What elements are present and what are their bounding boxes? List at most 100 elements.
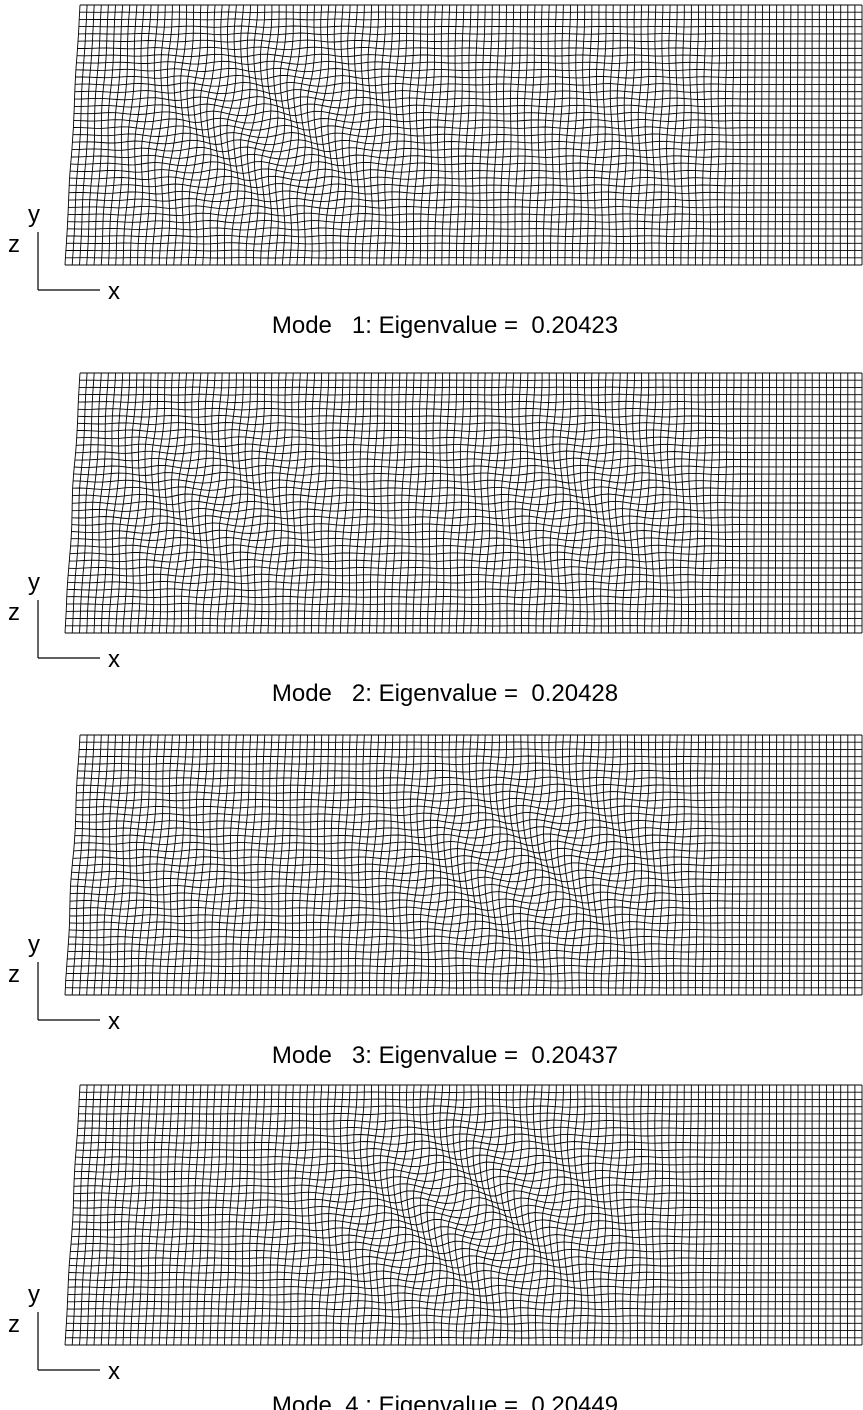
mesh-column [492,372,500,634]
mesh-column [296,734,308,996]
mesh-column [832,734,835,995]
mesh-column [527,734,537,996]
mesh-column [621,734,629,996]
mesh-column [622,372,629,634]
mesh-column [702,5,707,266]
mesh-row [67,950,862,954]
mesh-row [70,544,862,549]
mesh-column [556,1085,565,1346]
mesh-column [180,1084,195,1346]
mesh-row [67,957,862,961]
mesh-column [760,734,763,995]
mesh-column [274,5,287,266]
mesh-row [74,1161,862,1168]
mesh-column [774,734,778,995]
mesh-column [180,734,195,996]
axis-label: y [28,931,40,958]
mesh-row [78,400,862,403]
mesh-column [541,734,551,996]
mesh-column [803,1085,806,1346]
mesh-row [74,103,862,109]
mesh-column [260,734,273,996]
mesh-row [72,507,862,513]
mesh-column [680,372,685,634]
mesh-column [535,373,543,633]
mesh-column [412,4,422,266]
mesh-column [534,734,544,996]
axis-label: x [108,1008,120,1035]
mesh-column [519,735,529,996]
mesh-column [289,734,301,996]
mesh-row [74,464,862,469]
mesh-row [68,190,862,196]
mesh-column [216,372,230,634]
mesh-column [267,372,280,634]
mesh-column [563,1084,572,1345]
mesh-column [506,372,515,634]
mesh-column [158,4,173,266]
mesh-column [825,4,827,265]
mesh-column [600,1084,607,1346]
mesh-column [310,734,323,996]
mesh-column [100,1084,116,1346]
mesh-column [376,4,387,266]
mesh-column [556,372,565,634]
mesh-column [79,4,95,266]
mesh-column [361,372,372,634]
mesh-column [354,4,365,266]
mesh-column [658,372,664,634]
mesh-column [354,372,365,634]
mesh-column [231,372,244,634]
mesh-column [281,372,294,634]
mesh-column [245,1084,259,1346]
mesh-column [426,1084,437,1345]
mesh-column [368,1085,380,1346]
mesh-column [585,372,593,634]
mesh-column [463,372,472,634]
mesh-column [760,4,763,265]
mesh-column [447,1084,459,1346]
mesh-row [75,819,862,825]
mesh-column [347,372,358,634]
mesh-row [73,1204,862,1212]
mesh-column [122,372,138,634]
mesh-column [303,4,316,266]
mesh-column [535,4,543,266]
mesh-column [832,4,835,265]
mesh-column [702,734,707,995]
mesh-column [723,372,728,634]
mesh-column [752,1084,756,1346]
mesh-column [477,372,486,634]
mesh-column [477,4,486,266]
mesh-column [490,1084,501,1346]
mesh-row [75,450,862,455]
mesh-column [716,5,721,266]
mesh-column [296,372,308,634]
mesh-column [100,734,116,996]
mesh-column [390,4,401,266]
mesh-column [709,735,714,996]
axis-label: z [8,599,20,626]
mesh-column [404,1084,416,1346]
mesh-column [702,372,707,634]
mesh-row [71,146,862,153]
mesh-row [69,927,862,933]
mesh-column [64,4,81,266]
mesh-column [173,372,188,634]
mesh-row [72,486,862,491]
mesh-column [767,734,771,996]
mesh-row [68,197,862,203]
mode-panel: yz x Mode 2: Eigenvalue = 0.20428 [8,372,863,707]
mesh-column [680,5,685,265]
axis-label: x [108,1358,120,1385]
mesh-column [470,4,479,266]
mesh-column [752,4,756,266]
mesh-column [129,372,145,634]
mesh-column [716,1084,721,1346]
mesh-column [636,1084,643,1346]
mesh-column [709,1084,714,1346]
mesh-column [332,734,344,996]
mesh-column [332,1084,344,1346]
mesh-column [818,735,820,995]
